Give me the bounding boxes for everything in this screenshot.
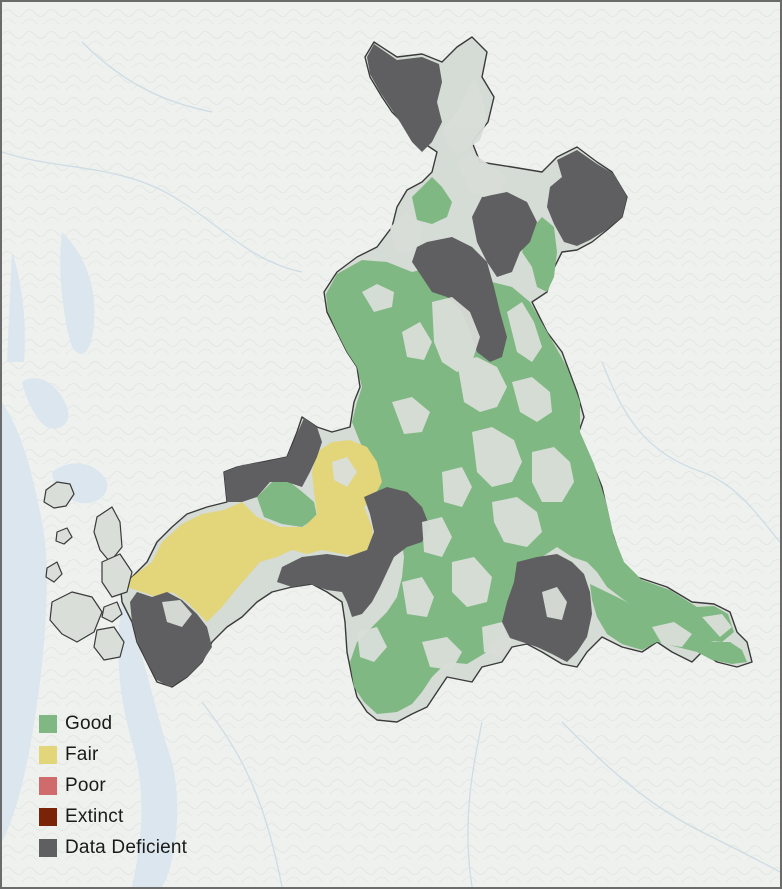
terrain-patches: [162, 77, 732, 670]
status-fair-areas[interactable]: [127, 440, 382, 622]
rivers: [2, 41, 780, 887]
coastal-islands: [43, 481, 133, 661]
legend-item: Fair: [39, 739, 187, 770]
legend-label: Good: [65, 712, 113, 734]
legend-swatch: [39, 714, 57, 733]
legend-swatch: [39, 745, 57, 764]
legend-label: Poor: [65, 774, 106, 796]
legend-item: Poor: [39, 770, 187, 801]
legend-item: Data Deficient: [39, 832, 187, 863]
region-map[interactable]: [119, 36, 753, 723]
legend-swatch: [39, 807, 57, 826]
legend-label: Fair: [65, 743, 99, 765]
legend-item: Good: [39, 708, 187, 739]
status-data-deficient-areas[interactable]: [130, 44, 627, 687]
legend-swatch: [39, 838, 57, 857]
coastal-water: [2, 232, 178, 887]
legend-swatch: [39, 776, 57, 795]
legend-label: Data Deficient: [65, 836, 188, 858]
legend-label: Extinct: [65, 805, 124, 827]
legend-item: Extinct: [39, 801, 187, 832]
map-legend: Good Fair Poor Extinct Data Deficient: [39, 708, 187, 863]
